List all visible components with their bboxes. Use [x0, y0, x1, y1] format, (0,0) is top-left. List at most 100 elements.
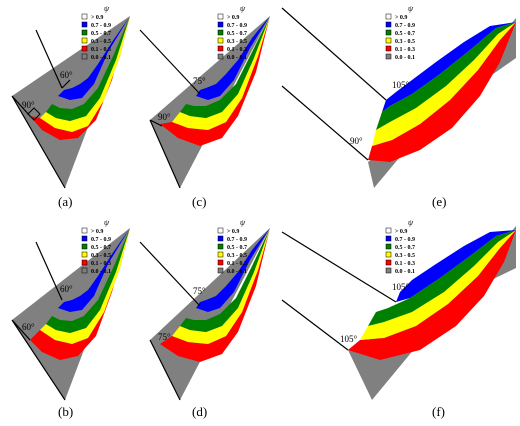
legend: ψ> 0.9 0.7 - 0.9 0.5 - 0.7 0.3 - 0.5 0.1 - 0…: [385, 218, 415, 275]
legend-label: 0.7 - 0.9: [91, 23, 111, 29]
panel-caption: (d): [192, 404, 207, 419]
legend-symbol: ψ: [408, 218, 414, 227]
legend-swatch: [81, 53, 88, 60]
band-blue: [396, 230, 516, 302]
upper-angle-label: 105°: [392, 80, 410, 90]
wall-upper: [139, 29, 201, 95]
band-yellow: [372, 22, 516, 146]
legend-swatch: [217, 45, 224, 52]
legend-swatch: [217, 21, 224, 28]
legend: ψ> 0.9 0.7 - 0.9 0.5 - 0.7 0.3 - 0.5 0.1 - 0…: [385, 4, 415, 61]
lower-angle-label: 105°: [340, 334, 358, 344]
panel-a: 60° 90° (a): [11, 16, 130, 209]
legend-swatch: [217, 243, 224, 250]
panel-b: 60° 60° (b): [11, 228, 130, 419]
legend-label: 0.7 - 0.9: [395, 23, 415, 29]
legend: ψ> 0.9 0.7 - 0.9 0.5 - 0.7 0.3 - 0.5 0.1 - 0…: [81, 4, 111, 61]
band-red: [30, 228, 130, 360]
legend-label: 0.7 - 0.9: [91, 237, 111, 243]
legend-swatch: [217, 235, 224, 242]
band-green: [180, 228, 270, 332]
legend-label: 0.1 - 0.3: [395, 47, 415, 53]
legend-swatch: [81, 37, 88, 44]
band-blue: [382, 22, 516, 112]
legend-label: > 0.9: [395, 15, 407, 21]
legend-label: 0.0 - 0.1: [91, 55, 111, 61]
legend-swatch: [81, 259, 88, 266]
legend-label: 0.5 - 0.7: [395, 31, 415, 37]
legend-swatch: [217, 251, 224, 258]
panel-caption: (f): [432, 404, 445, 419]
legend-label: 0.5 - 0.7: [395, 245, 415, 251]
panel-e: 105° 90° (e): [281, 7, 516, 209]
legend-label: 0.1 - 0.3: [227, 47, 247, 53]
legend-label: 0.0 - 0.1: [395, 55, 415, 61]
band-green: [368, 230, 516, 326]
legend-label: > 0.9: [227, 229, 239, 235]
panel-c: 75° 90° (c): [139, 16, 270, 209]
legend-symbol: ψ: [104, 218, 110, 227]
panel-caption: (c): [192, 194, 206, 209]
legend-label: > 0.9: [91, 229, 103, 235]
legend-swatch: [385, 37, 392, 44]
legend-label: 0.0 - 0.1: [91, 269, 111, 275]
band-red: [160, 228, 270, 362]
legend-label: 0.3 - 0.5: [227, 39, 247, 45]
legend-label: 0.1 - 0.3: [227, 261, 247, 267]
legend-swatch: [81, 243, 88, 250]
legend-swatch: [385, 45, 392, 52]
band-green: [46, 228, 130, 333]
lower-angle-label: 90°: [350, 136, 363, 146]
legend: ψ> 0.9 0.7 - 0.9 0.5 - 0.7 0.3 - 0.5 0.1 - 0…: [217, 4, 247, 61]
legend-symbol: ψ: [240, 4, 246, 13]
legend-label: 0.5 - 0.7: [91, 245, 111, 251]
wall-lower: [281, 85, 369, 161]
legend-label: 0.1 - 0.3: [395, 261, 415, 267]
legend-swatch: [81, 267, 88, 274]
legend-label: 0.3 - 0.5: [91, 39, 111, 45]
band-gray: [12, 16, 130, 188]
legend-label: 0.5 - 0.7: [91, 31, 111, 37]
upper-angle-label: 105°: [392, 282, 410, 292]
legend-swatch: [81, 227, 88, 234]
legend-swatch: [385, 243, 392, 250]
panel-caption: (a): [58, 194, 72, 209]
upper-angle-label: 75°: [193, 76, 206, 86]
lower-angle-label: 60°: [22, 322, 35, 332]
panel-caption: (b): [58, 404, 73, 419]
wall-lower: [11, 95, 66, 189]
upper-angle-label: 60°: [60, 70, 73, 80]
band-yellow: [40, 16, 130, 132]
legend-swatch: [81, 21, 88, 28]
legend-symbol: ψ: [104, 4, 110, 13]
band-red: [30, 16, 130, 140]
legend-swatch: [217, 267, 224, 274]
band-blue: [196, 16, 270, 100]
wall-upper: [281, 231, 397, 303]
legend-label: > 0.9: [91, 15, 103, 21]
legend-label: 0.7 - 0.9: [395, 237, 415, 243]
legend-label: 0.3 - 0.5: [91, 253, 111, 259]
legend-swatch: [81, 13, 88, 20]
panel-d: 75° 75° (d): [139, 228, 270, 419]
lower-angle-label: 90°: [158, 112, 171, 122]
wall-upper: [35, 241, 63, 301]
wall-upper: [281, 7, 387, 101]
legend-swatch: [217, 53, 224, 60]
corner-box-lower: [27, 107, 41, 121]
legend-swatch: [385, 227, 392, 234]
legend-swatch: [217, 13, 224, 20]
legend-label: 0.3 - 0.5: [227, 253, 247, 259]
legend-swatch: [385, 29, 392, 36]
legend-swatch: [81, 235, 88, 242]
legend-label: 0.7 - 0.9: [227, 23, 247, 29]
legend-label: 0.5 - 0.7: [227, 245, 247, 251]
band-green: [376, 22, 516, 130]
legend-label: > 0.9: [227, 15, 239, 21]
upper-angle-label: 60°: [60, 284, 73, 294]
legend-label: 0.0 - 0.1: [227, 55, 247, 61]
panel-f: 105° 105° (f): [281, 226, 516, 419]
legend-swatch: [217, 227, 224, 234]
legend-swatch: [385, 259, 392, 266]
legend-swatch: [217, 37, 224, 44]
